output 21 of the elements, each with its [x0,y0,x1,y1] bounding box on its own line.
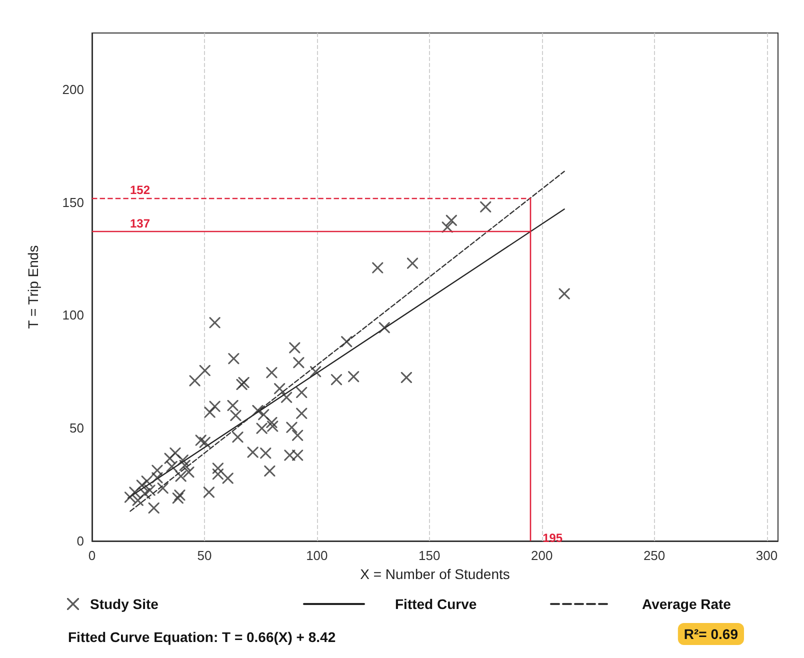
y-tick-label: 50 [70,420,84,436]
x-tick-label: 150 [418,548,440,563]
y-tick-label: 100 [62,308,84,323]
legend-label: Average Rate [642,596,732,612]
y-tick-label: 200 [62,82,84,97]
legend-label: Study Site [90,596,159,612]
x-tick-label: 250 [643,548,666,563]
x-tick-label: 0 [88,548,96,563]
x-tick-label: 50 [197,548,212,563]
legend-label: Fitted Curve [395,596,477,612]
text: Fitted Curve Equation: T = 0.66(X) + 8.42 [68,629,336,645]
ref-line-label: 137 [130,216,150,231]
ref-line-label: 152 [130,182,150,197]
text: R²= 0.69 [684,626,738,642]
y-axis-title: T = Trip Ends [25,245,41,329]
x-tick-label: 100 [306,548,328,563]
y-tick-label: 0 [76,534,84,548]
x-tick-label: 200 [530,548,553,563]
y-tick-label: 150 [62,194,84,210]
x-axis-title: X = Number of Students [360,566,510,582]
x-tick-label: 300 [756,548,778,563]
